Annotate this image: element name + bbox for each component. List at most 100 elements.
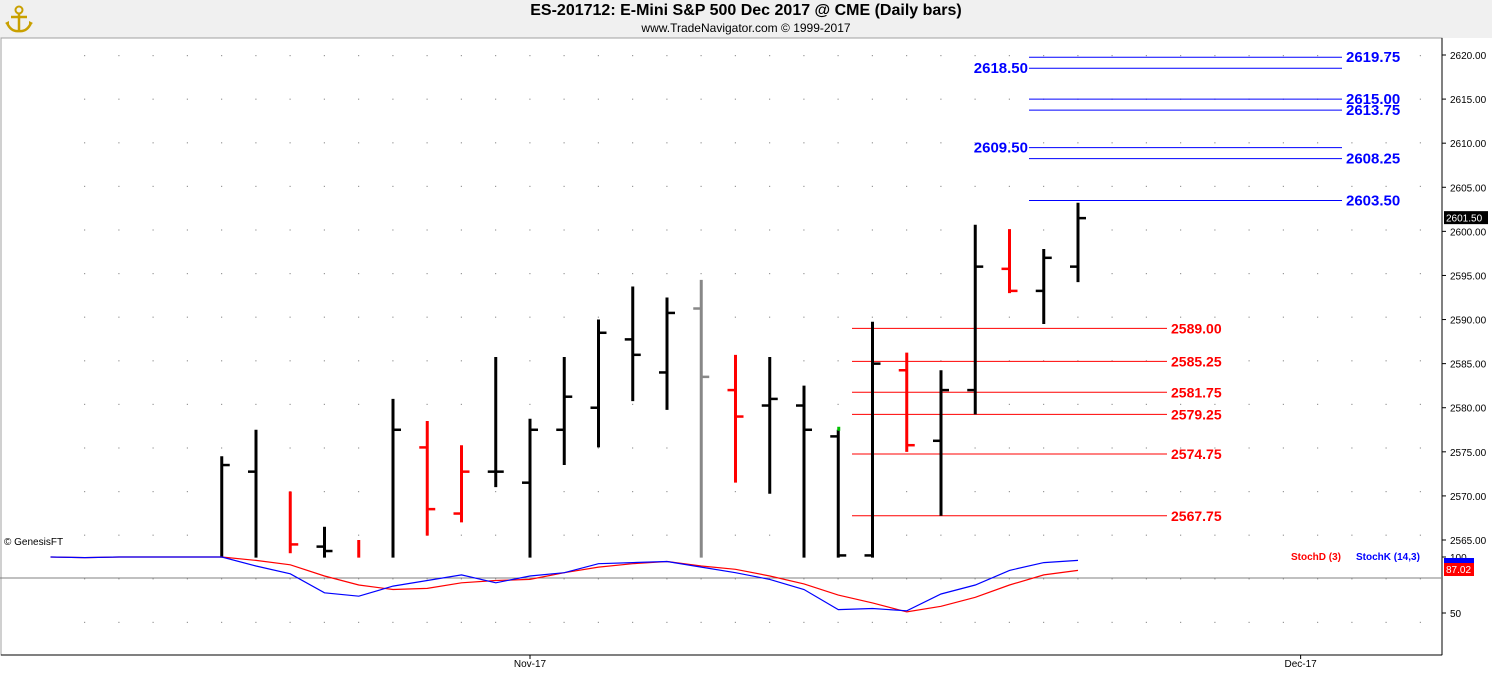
grid-dot bbox=[597, 447, 599, 449]
stochd-value-tag bbox=[1444, 563, 1474, 576]
grid-dot bbox=[358, 403, 360, 405]
grid-dot bbox=[460, 621, 462, 623]
last-price-tag bbox=[1444, 211, 1488, 225]
grid-dot bbox=[358, 185, 360, 187]
grid-dot bbox=[426, 316, 428, 318]
grid-dot bbox=[1419, 316, 1421, 318]
grid-dot bbox=[1043, 55, 1045, 57]
support-label: 2579.25 bbox=[1171, 406, 1222, 422]
grid-dot bbox=[563, 316, 565, 318]
grid-dot bbox=[1385, 534, 1387, 536]
y-tick-label: 2585.00 bbox=[1450, 360, 1487, 371]
grid-dot bbox=[495, 578, 497, 580]
grid-dot bbox=[1180, 55, 1182, 57]
grid-dot bbox=[1282, 360, 1284, 362]
grid-dot bbox=[940, 316, 942, 318]
grid-dot bbox=[152, 98, 154, 100]
grid-dot bbox=[460, 403, 462, 405]
grid-dot bbox=[1317, 273, 1319, 275]
grid-dot bbox=[1385, 316, 1387, 318]
grid-dot bbox=[323, 360, 325, 362]
grid-dot bbox=[495, 621, 497, 623]
stochk-value-tag bbox=[1444, 558, 1474, 563]
grid-dot bbox=[118, 491, 120, 493]
x-tick-label: Dec-17 bbox=[1285, 659, 1318, 670]
grid-dot bbox=[1385, 447, 1387, 449]
grid-dot bbox=[1043, 229, 1045, 231]
ohlc-bar bbox=[659, 297, 675, 410]
grid-dot bbox=[84, 273, 86, 275]
stoch-last-value: 87.02 bbox=[1446, 565, 1471, 576]
grid-dot bbox=[1077, 360, 1079, 362]
grid-dot bbox=[1111, 534, 1113, 536]
grid-dot bbox=[289, 98, 291, 100]
grid-dot bbox=[221, 403, 223, 405]
y-tick-label: 2565.00 bbox=[1450, 536, 1487, 547]
grid-dot bbox=[152, 403, 154, 405]
grid-dot bbox=[632, 621, 634, 623]
grid-dot bbox=[1145, 185, 1147, 187]
grid-dot bbox=[769, 142, 771, 144]
grid-dot bbox=[940, 55, 942, 57]
grid-dot bbox=[426, 578, 428, 580]
grid-dot bbox=[1111, 447, 1113, 449]
grid-dot bbox=[1248, 578, 1250, 580]
genesis-watermark: © GenesisFT bbox=[4, 537, 64, 548]
y-tick-label: 2575.00 bbox=[1450, 448, 1487, 459]
grid-dot bbox=[358, 273, 360, 275]
grid-dot bbox=[906, 534, 908, 536]
grid-dot bbox=[1385, 229, 1387, 231]
grid-dot bbox=[118, 534, 120, 536]
y-tick-label: 2590.00 bbox=[1450, 316, 1487, 327]
grid-dot bbox=[1248, 403, 1250, 405]
y-tick-label: 2605.00 bbox=[1450, 183, 1487, 194]
grid-dot bbox=[392, 273, 394, 275]
grid-dot bbox=[1282, 142, 1284, 144]
grid-dot bbox=[563, 98, 565, 100]
grid-dot bbox=[221, 55, 223, 57]
grid-dot bbox=[940, 98, 942, 100]
grid-dot bbox=[460, 185, 462, 187]
resistance-label: 2608.25 bbox=[1346, 151, 1400, 168]
grid-dot bbox=[495, 491, 497, 493]
grid-dot bbox=[940, 142, 942, 144]
grid-dot bbox=[837, 403, 839, 405]
grid-dot bbox=[1214, 491, 1216, 493]
grid-dot bbox=[495, 534, 497, 536]
grid-dot bbox=[358, 534, 360, 536]
grid-dot bbox=[186, 621, 188, 623]
grid-dot bbox=[1111, 273, 1113, 275]
grid-dot bbox=[221, 316, 223, 318]
grid-dot bbox=[84, 185, 86, 187]
grid-dot bbox=[186, 98, 188, 100]
grid-dot bbox=[358, 621, 360, 623]
ohlc-bar bbox=[1001, 229, 1018, 294]
grid-dot bbox=[1385, 142, 1387, 144]
grid-dot bbox=[323, 621, 325, 623]
grid-dot bbox=[1351, 55, 1353, 57]
grid-dot bbox=[871, 142, 873, 144]
grid-dot bbox=[1282, 229, 1284, 231]
grid-dot bbox=[289, 403, 291, 405]
grid-dot bbox=[1317, 534, 1319, 536]
grid-dot bbox=[221, 621, 223, 623]
grid-dot bbox=[289, 229, 291, 231]
grid-dot bbox=[1351, 316, 1353, 318]
grid-dot bbox=[323, 98, 325, 100]
grid-dot bbox=[1145, 534, 1147, 536]
grid-dot bbox=[700, 229, 702, 231]
grid-dot bbox=[118, 55, 120, 57]
grid-dot bbox=[1077, 578, 1079, 580]
grid-dot bbox=[666, 229, 668, 231]
grid-dot bbox=[1180, 403, 1182, 405]
grid-dot bbox=[426, 142, 428, 144]
grid-dot bbox=[1282, 447, 1284, 449]
grid-dot bbox=[871, 98, 873, 100]
grid-dot bbox=[1282, 534, 1284, 536]
grid-dot bbox=[1214, 55, 1216, 57]
grid-dot bbox=[1214, 360, 1216, 362]
grid-dot bbox=[769, 229, 771, 231]
y-tick-label: 2615.00 bbox=[1450, 95, 1487, 106]
grid-dot bbox=[84, 55, 86, 57]
grid-dot bbox=[323, 273, 325, 275]
